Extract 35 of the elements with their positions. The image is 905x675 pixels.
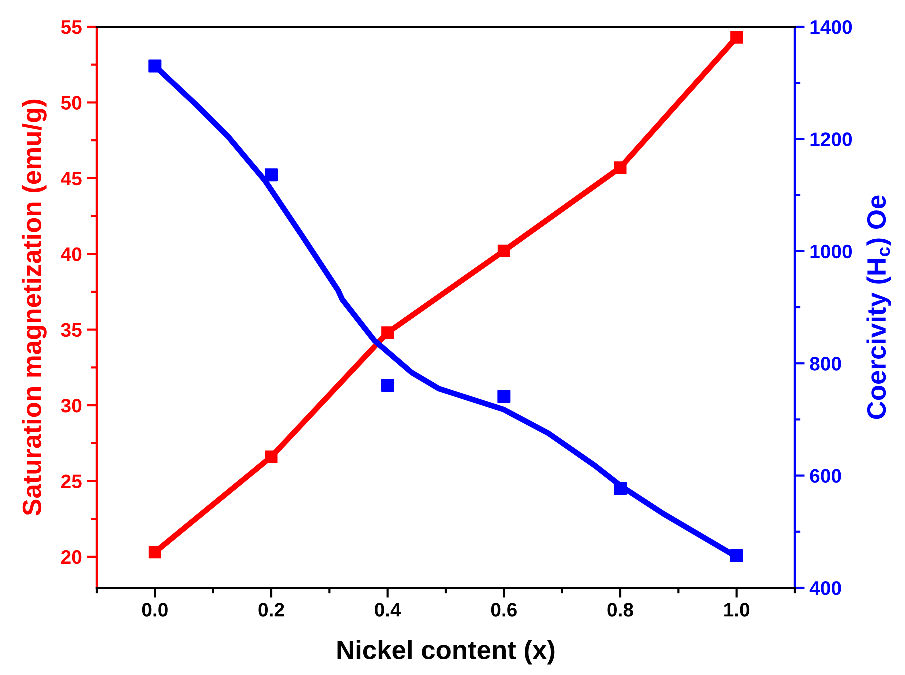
y2-tick-label: 400 xyxy=(810,581,842,596)
y2-axis-title: Coercivity (H$_{c}$) Oe xyxy=(866,196,892,420)
y-axis-title: Saturation magnetization (emu/g) xyxy=(22,100,47,516)
point xyxy=(265,450,278,464)
point xyxy=(498,244,510,258)
y2-tick-label: 1000 xyxy=(810,244,852,259)
point xyxy=(614,482,628,496)
point xyxy=(148,60,162,73)
x-tick-label: 0.8 xyxy=(608,603,634,617)
x-tick-label: 0.0 xyxy=(142,603,168,617)
point xyxy=(730,31,744,44)
point xyxy=(730,550,744,563)
y-tick-label: 20 xyxy=(61,550,82,564)
point xyxy=(381,378,394,392)
y-tick-label: 55 xyxy=(61,20,82,34)
x-tick-label: 0.6 xyxy=(491,603,517,617)
point xyxy=(498,390,511,404)
y-tick-label: 45 xyxy=(61,172,82,186)
y-tick-label: 50 xyxy=(61,96,82,110)
y2-tick-label: 800 xyxy=(810,357,842,371)
point xyxy=(148,546,162,559)
y2-tick-label: 600 xyxy=(810,469,842,484)
x-tick-label: 0.4 xyxy=(375,603,402,617)
point xyxy=(382,326,394,340)
y-tick-label: 35 xyxy=(61,323,82,338)
x-axis-title: Nickel content (x) xyxy=(338,640,555,665)
y-tick-label: 40 xyxy=(61,248,82,262)
x-tick-label: 0.2 xyxy=(258,603,284,617)
y2-tick-label: 1400 xyxy=(810,20,852,34)
y-tick-label: 30 xyxy=(61,399,82,413)
y2-tick-label: 1200 xyxy=(810,132,852,146)
y-tick-label: 25 xyxy=(61,474,82,488)
point xyxy=(614,162,627,174)
point xyxy=(264,168,278,182)
x-tick-label: 1.0 xyxy=(724,603,750,617)
